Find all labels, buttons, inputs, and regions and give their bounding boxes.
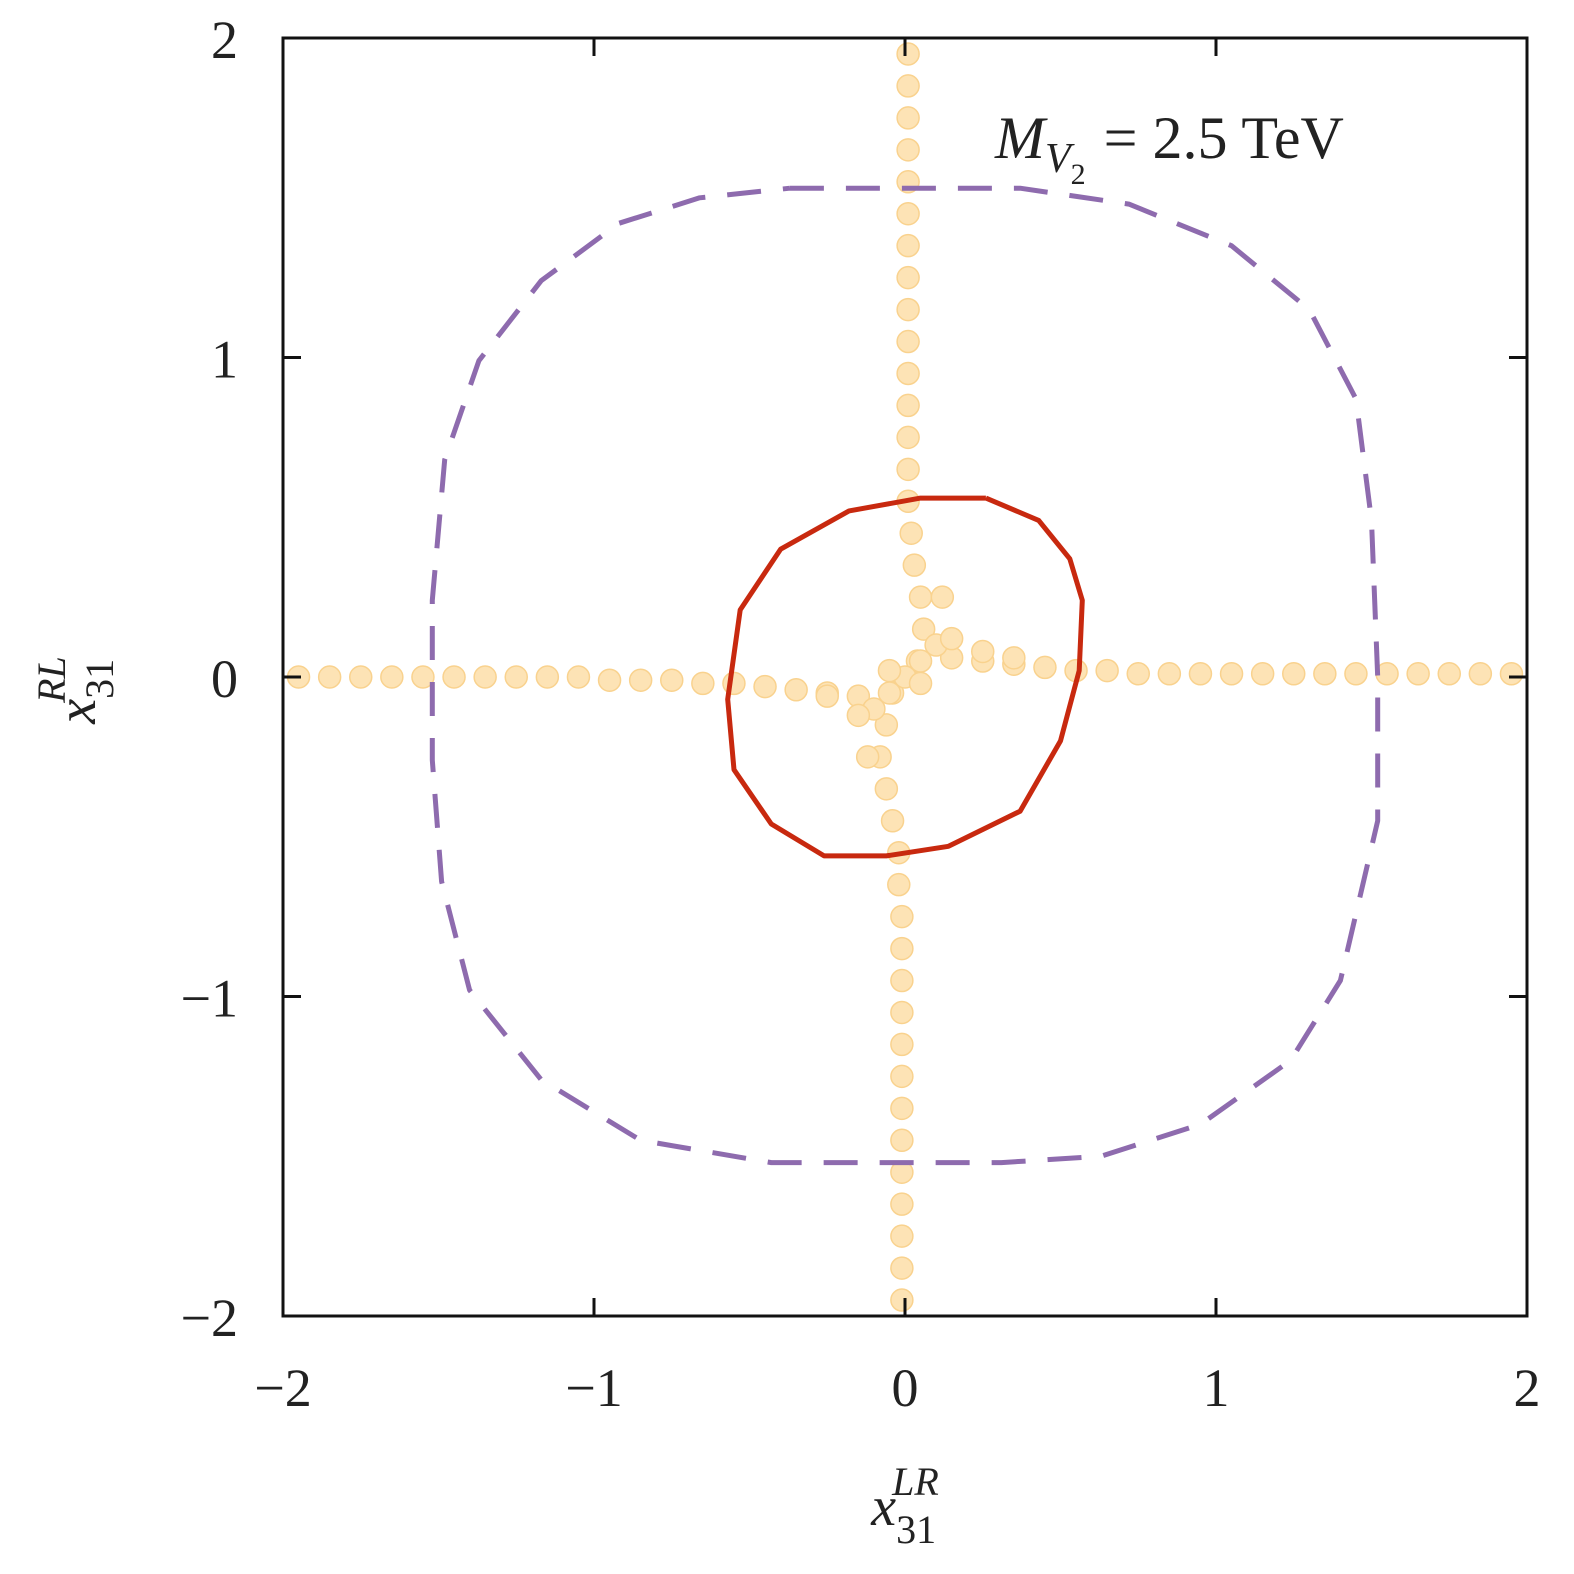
scatter-point — [899, 521, 923, 545]
scatter-point — [971, 639, 995, 664]
scatter-point — [896, 138, 920, 162]
scatter-point — [1250, 662, 1275, 686]
x-axis-label: x31LR — [870, 1459, 939, 1552]
scatter-point — [939, 626, 964, 651]
scatter-point — [1157, 662, 1182, 686]
x-label-base: x — [870, 1476, 896, 1538]
plot-area — [286, 42, 1524, 1312]
scatter-point — [1282, 662, 1306, 686]
scatter-point — [908, 671, 933, 696]
scatter-point — [1406, 662, 1430, 686]
scatter-point — [317, 665, 342, 689]
scatter-point — [846, 703, 871, 728]
x-label-sup: LR — [891, 1459, 939, 1504]
annotation-base: M — [994, 105, 1048, 171]
scatter-point — [890, 1064, 914, 1089]
scatter-point — [890, 1032, 914, 1057]
scatter-point — [1219, 662, 1244, 686]
scatter-point — [890, 1128, 914, 1153]
scatter-point — [1344, 662, 1368, 686]
dashed-contour — [429, 185, 1381, 1166]
scatter-point — [722, 671, 746, 696]
scatter-point — [1188, 662, 1213, 686]
scatter-point — [896, 233, 920, 258]
scatter-point — [1437, 662, 1461, 686]
scatter-point — [597, 668, 622, 692]
y-tick-label: −1 — [181, 969, 238, 1029]
scatter-point — [411, 665, 435, 689]
scatter-point — [930, 585, 955, 609]
scatter-point — [896, 74, 920, 98]
scatter-point — [784, 678, 808, 702]
scatter-point — [753, 674, 777, 699]
y-label-base: x — [46, 699, 108, 725]
annotation: MV2 = 2.5 TeV — [994, 105, 1344, 191]
scatter-point — [566, 665, 591, 689]
scatter-point — [815, 684, 839, 708]
scatter-point — [896, 457, 920, 482]
scatter-point — [349, 665, 373, 689]
scatter-point — [911, 617, 936, 641]
y-tick-label: −2 — [181, 1288, 238, 1348]
x-tick-label: 2 — [1514, 1358, 1541, 1418]
scatter-point — [896, 201, 920, 226]
scatter-point — [691, 671, 715, 696]
annotation-text: = 2.5 TeV — [1104, 105, 1344, 171]
scatter-point — [890, 1000, 914, 1025]
scatter-point — [896, 106, 920, 130]
scatter-point — [880, 809, 905, 833]
scatter-point — [890, 1224, 914, 1248]
scatter-point — [1499, 662, 1524, 686]
scatter-point — [877, 658, 902, 683]
scatter-point — [890, 904, 914, 929]
scatter-point — [1313, 662, 1337, 686]
scatter-point — [874, 777, 899, 801]
scatter-point — [1033, 655, 1057, 680]
contour — [725, 495, 1085, 859]
scatter-point — [442, 665, 466, 689]
scatter-point — [887, 872, 911, 897]
scatter-point — [890, 1288, 914, 1312]
scatter-point — [896, 297, 920, 322]
x-tick-label: 0 — [892, 1358, 919, 1418]
scatter-point — [896, 265, 920, 290]
scatter-point — [473, 665, 497, 689]
scatter-point — [504, 665, 528, 689]
scatter-point — [1095, 658, 1119, 683]
scatter-point — [890, 936, 914, 961]
y-tick-label: 1 — [211, 330, 238, 390]
y-label-sub: 31 — [77, 659, 122, 699]
scatter-point — [896, 329, 920, 354]
scatter-point — [1126, 662, 1150, 686]
x-tick-label: −2 — [254, 1358, 311, 1418]
scatter-point — [874, 713, 899, 737]
y-axis-label: x31RL — [29, 656, 122, 725]
y-label-sup: RL — [29, 656, 74, 704]
y-tick-label: 2 — [211, 10, 238, 70]
annotation-sub: V — [1045, 136, 1075, 182]
scatter-point — [896, 425, 920, 450]
scatter-point — [890, 1096, 914, 1121]
scatter-point — [896, 361, 920, 386]
scatter-point — [1468, 662, 1493, 686]
x-tick-label: 1 — [1203, 1358, 1230, 1418]
scatter-point — [535, 665, 560, 689]
scatter-point — [890, 1192, 914, 1216]
annotation-subsub: 2 — [1071, 158, 1086, 191]
scatter-point — [380, 665, 404, 689]
x-label-sub: 31 — [896, 1507, 936, 1552]
x-tick-label: −1 — [565, 1358, 622, 1418]
scatter-point — [855, 745, 880, 769]
scatter-point — [902, 553, 927, 577]
y-tick-label: 0 — [211, 649, 238, 709]
scatter-point — [890, 968, 914, 993]
scatter-point — [908, 585, 933, 609]
scatter-point — [896, 393, 920, 418]
scatter-point — [660, 668, 684, 692]
scatter-point — [896, 42, 920, 66]
scatter-point — [628, 668, 653, 692]
scatter-point — [890, 1256, 914, 1280]
scatter-point — [1002, 646, 1026, 670]
